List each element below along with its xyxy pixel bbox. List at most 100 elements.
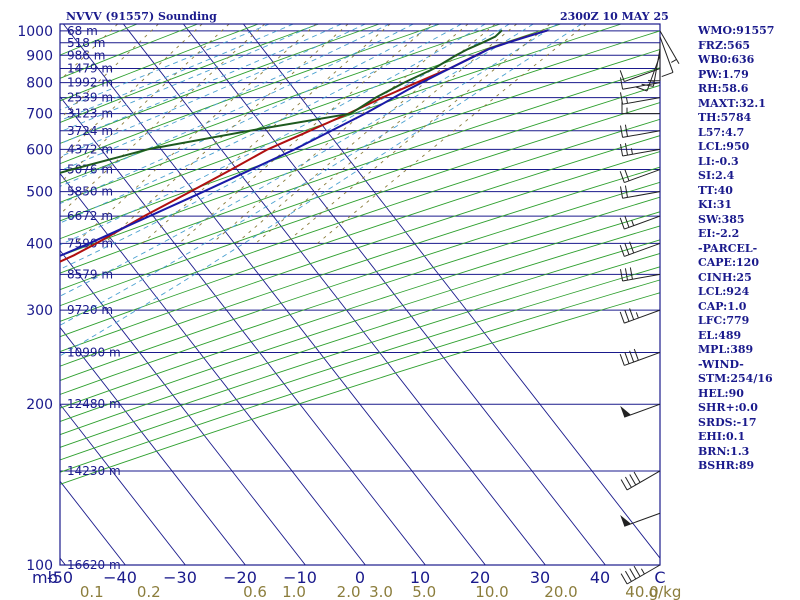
- temperature-tick-label: −10: [283, 568, 317, 587]
- wind-barb: [619, 308, 661, 324]
- mixing-ratio-label: 3.0: [369, 583, 393, 600]
- stat-item: BRN:1.3: [698, 444, 750, 458]
- plot-border: [59, 23, 661, 566]
- dry-adiabat: [60, 252, 660, 448]
- dry-adiabat: [60, 24, 440, 165]
- height-label: 3724 m: [67, 124, 113, 138]
- pressure-tick-label: 400: [26, 236, 53, 252]
- moist-adiabat: [60, 24, 486, 246]
- wind-barb: [621, 101, 660, 115]
- height-label: 3123 m: [67, 107, 113, 121]
- mixing-ratio-line: [211, 24, 469, 244]
- stat-item: WMO:91557: [698, 24, 775, 37]
- height-label: 8579 m: [67, 267, 113, 281]
- height-label: 2539 m: [67, 91, 113, 105]
- stat-item: -WIND-: [698, 357, 744, 371]
- dry-adiabat: [60, 24, 622, 222]
- isotherm: [60, 95, 426, 565]
- stat-item: STM:254/16: [698, 372, 773, 385]
- wind-barb: [620, 185, 661, 199]
- dry-adiabat: [60, 166, 660, 367]
- height-label: 68 m: [67, 24, 98, 38]
- stat-item: L57:4.7: [698, 125, 745, 139]
- stat-item: MPL:389: [698, 343, 754, 356]
- stat-item: SHR+:0.0: [698, 401, 758, 414]
- moist-adiabat: [60, 24, 318, 133]
- wind-barb: [659, 36, 674, 78]
- moist-adiabat: [60, 24, 366, 158]
- stat-item: WB0:636: [698, 53, 755, 66]
- stat-item: -PARCEL-: [698, 241, 758, 255]
- temperature-tick-label: 0: [355, 568, 365, 587]
- pressure-tick-label: 300: [26, 303, 53, 319]
- stat-item: RH:58.6: [698, 82, 749, 95]
- sounding-profiles: [60, 29, 549, 263]
- temperature-tick-label: 40: [590, 568, 610, 587]
- stat-item: MAXT:32.1: [698, 96, 766, 110]
- dry-adiabat: [60, 24, 561, 203]
- stat-item: SI:2.4: [698, 169, 735, 182]
- dry-adiabat: [60, 24, 501, 184]
- mixing-ratio-label: 1.0: [282, 583, 306, 600]
- wind-barb: [635, 55, 661, 92]
- mixing-ratio-line: [255, 24, 517, 244]
- wind-barb: [620, 470, 661, 491]
- dewpoint-line: [60, 29, 503, 174]
- stat-item: SRDS:-17: [698, 415, 757, 429]
- stats-panel: WMO:91557 FRZ:565 WB0:636 PW:1.79 RH:58.6 MAX…: [698, 24, 774, 474]
- mixing-ratio-line: [60, 24, 230, 184]
- temperature-tick-label: −30: [163, 568, 197, 587]
- wind-barb: [619, 348, 661, 366]
- mixing-ratio-line: [236, 24, 496, 244]
- wind-barb: [620, 267, 661, 282]
- valid-time: 2300Z 10 MAY 25: [560, 10, 669, 23]
- isotherm: [60, 326, 246, 565]
- dry-adiabat: [60, 30, 660, 240]
- moist-adiabat: [60, 24, 582, 357]
- stat-item: TH:5784: [698, 111, 752, 124]
- moist-adiabat: [60, 24, 390, 172]
- background-grid: [60, 24, 660, 565]
- temperature-tick-label: 30: [530, 568, 550, 587]
- moist-adiabat: [60, 24, 534, 297]
- wind-barb: [620, 92, 661, 105]
- pressure-tick-label: 500: [26, 185, 53, 201]
- pressure-tick-label: 900: [26, 48, 53, 64]
- isotherm: [123, 24, 546, 565]
- dry-adiabat: [60, 24, 380, 144]
- mixing-ratio-label: 0.2: [137, 583, 161, 600]
- isotherm: [60, 403, 186, 565]
- dry-adiabat: [60, 279, 660, 473]
- wind-barb: [619, 241, 661, 257]
- dry-adiabat: [60, 239, 660, 436]
- isotherm: [243, 24, 660, 559]
- pressure-unit-label: mb: [32, 568, 58, 587]
- plot-frame: [59, 23, 661, 566]
- dry-adiabat: [60, 181, 660, 381]
- stat-item: CAP:1.0: [698, 299, 747, 313]
- mixing-ratio-label: 5.0: [412, 583, 436, 600]
- height-label: 986 m: [67, 48, 105, 62]
- dry-adiabat: [60, 211, 660, 409]
- wind-barb: [620, 124, 661, 138]
- mixing-ratio-label: 0.6: [243, 583, 267, 600]
- dry-adiabat: [60, 225, 660, 422]
- pressure-tick-label: 100: [26, 558, 53, 574]
- stat-item: CINH:25: [698, 270, 752, 284]
- mixing-ratio-label: 10.0: [475, 583, 508, 600]
- mixing-ratio-label: 40.0: [625, 583, 658, 600]
- pressure-tick-label: 600: [26, 142, 53, 158]
- pressure-tick-label: 700: [26, 107, 53, 123]
- isotherm: [60, 172, 366, 565]
- stat-item: TT:40: [698, 183, 733, 197]
- stat-item: LCL:950: [698, 140, 750, 153]
- mixing-ratio-unit-label: g/kg: [649, 583, 682, 600]
- height-label: 14230 m: [67, 464, 121, 478]
- temperature-tick-label: -50: [47, 568, 73, 587]
- isotherm: [60, 557, 66, 565]
- moist-adiabat: [60, 24, 342, 145]
- stat-item: LCL:924: [698, 285, 750, 298]
- isotherm: [63, 24, 486, 565]
- wind-barb: [620, 77, 661, 90]
- height-label: 12480 m: [67, 397, 121, 411]
